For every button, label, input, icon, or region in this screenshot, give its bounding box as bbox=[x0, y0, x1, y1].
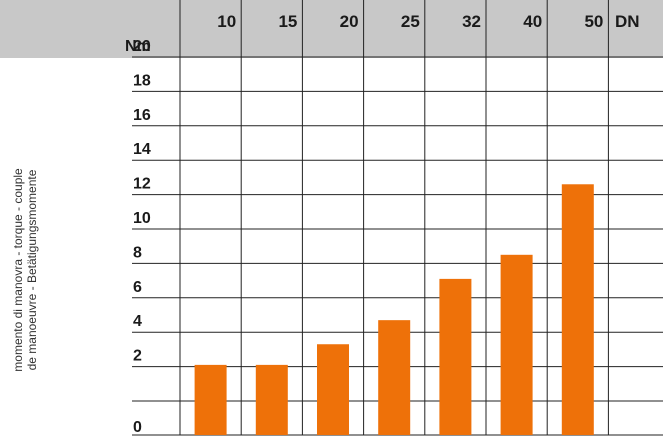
y-tick-label: 16 bbox=[133, 107, 151, 124]
y-tick-label: 18 bbox=[133, 72, 151, 89]
category-labels: 10 15 20 25 32 40 50 bbox=[217, 12, 603, 31]
bar bbox=[561, 184, 594, 435]
category-label: 25 bbox=[401, 12, 420, 31]
header-band bbox=[0, 0, 663, 58]
category-label: 32 bbox=[462, 12, 481, 31]
y-tick-labels: 0 2 4 6 8 10 12 14 16 18 20 bbox=[133, 38, 151, 436]
bar bbox=[439, 278, 472, 435]
y-tick-label: 2 bbox=[133, 348, 142, 365]
bar bbox=[500, 254, 533, 435]
category-label: 50 bbox=[584, 12, 603, 31]
y-tick-label: 6 bbox=[133, 279, 142, 296]
y-tick-label: 4 bbox=[133, 313, 142, 330]
y-axis-title: momento di manovra - torque - couple de … bbox=[11, 168, 39, 372]
y-tick-label: 12 bbox=[133, 176, 151, 193]
y-tick-label: 10 bbox=[133, 210, 151, 227]
bar bbox=[317, 344, 349, 435]
y-tick-label: 20 bbox=[133, 38, 151, 55]
category-label: 10 bbox=[217, 12, 236, 31]
y-unit-label: Nm bbox=[125, 38, 151, 55]
bar bbox=[255, 364, 288, 435]
y-tick-label: 0 bbox=[133, 419, 142, 436]
bars bbox=[194, 184, 594, 435]
category-label: 40 bbox=[523, 12, 542, 31]
y-tick-label: 8 bbox=[133, 244, 142, 261]
bar bbox=[194, 364, 227, 435]
category-label: 20 bbox=[340, 12, 359, 31]
y-axis-title-line-1: momento di manovra - torque - couple bbox=[11, 168, 25, 372]
y-tick-label: 14 bbox=[133, 141, 151, 158]
y-axis-title-line-2: de manoeuvre - Betätigungsmomente bbox=[25, 169, 39, 370]
category-label: 15 bbox=[278, 12, 297, 31]
x-unit-label: DN bbox=[615, 12, 640, 31]
bar bbox=[378, 320, 411, 435]
